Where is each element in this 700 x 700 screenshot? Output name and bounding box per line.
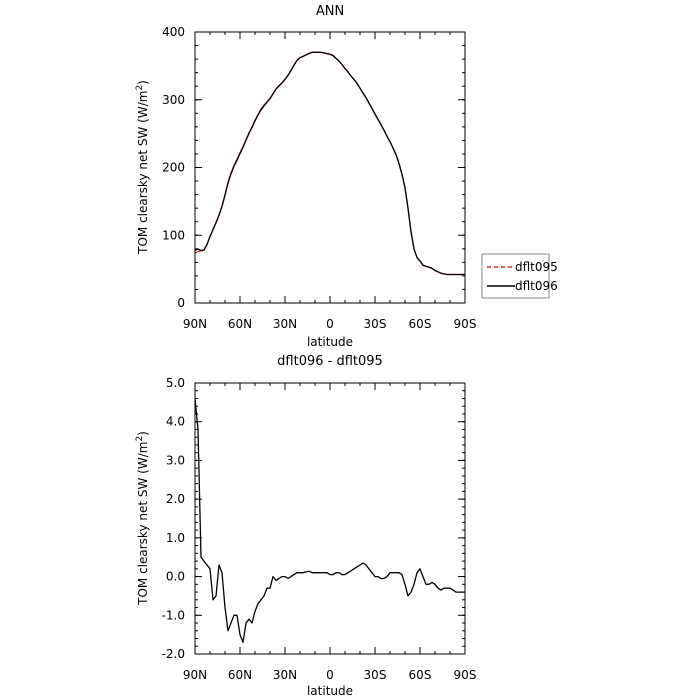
bottom-chart-series-line-series-0	[194, 398, 465, 644]
bottom-chart-axes: 90N 60N 30N 0 30S 60S 90S -2.0 -1.0 0.0 1.0 2.0 3.0 4…	[162, 376, 477, 682]
top-chart-x-tick-label: 0	[326, 317, 334, 331]
bottom-chart-y-tick-label: 2.0	[166, 492, 185, 506]
bottom-chart-title: dflt096 - dflt095	[277, 354, 383, 369]
top-chart-x-tick-label: 60N	[228, 317, 252, 331]
top-chart: ANN TOM clearsky net SW (W/m2) latitude …	[135, 4, 476, 349]
top-chart-series	[194, 51, 465, 276]
top-chart-y-tick-label: 400	[162, 25, 185, 39]
top-chart-y-axis-label: TOM clearsky net SW (W/m2)	[135, 80, 150, 255]
bottom-chart-x-tick-label: 60S	[409, 668, 432, 682]
top-chart-y-tick-label: 300	[162, 93, 185, 107]
top-chart-y-tick-label: 0	[177, 296, 185, 310]
bottom-chart-y-axis-label-sup: 2	[135, 436, 145, 442]
bottom-chart-y-tick-label: 3.0	[166, 453, 185, 467]
bottom-chart-y-tick-label: 0.0	[166, 570, 185, 584]
legend-box	[481, 253, 550, 299]
bottom-chart: dflt096 - dflt095 TOM clearsky net SW (W…	[135, 354, 476, 698]
legend-label-dflt095: dflt095	[515, 260, 558, 274]
top-chart-y-axis-label-main: TOM clearsky net SW (W/m	[136, 91, 150, 255]
bottom-chart-y-axis-label-main: TOM clearsky net SW (W/m	[136, 442, 150, 606]
top-chart-x-tick-label: 60S	[409, 317, 432, 331]
top-chart-x-axis-label: latitude	[307, 335, 353, 349]
bottom-chart-y-tick-label: 4.0	[166, 415, 185, 429]
top-chart-y-tick-label: 100	[162, 228, 185, 242]
top-chart-y-tick-label: 200	[162, 161, 185, 175]
top-chart-y-axis-label-end: )	[136, 80, 150, 85]
top-chart-x-tick-label: 90S	[454, 317, 477, 331]
legend-label-dflt096: dflt096	[515, 279, 558, 293]
top-chart-x-tick-label: 30N	[273, 317, 297, 331]
bottom-chart-x-tick-label: 0	[326, 668, 334, 682]
legend: dflt095 dflt096	[481, 253, 558, 299]
top-chart-y-axis-label-sup: 2	[135, 85, 145, 91]
top-chart-title: ANN	[316, 4, 344, 19]
bottom-chart-y-axis-label: TOM clearsky net SW (W/m2)	[135, 431, 150, 606]
top-chart-axes: 90N 60N 30N 0 30S 60S 90S 0 100 200 300 400	[162, 25, 476, 331]
bottom-chart-y-tick-label: -1.0	[162, 608, 185, 622]
bottom-chart-x-tick-label: 90N	[183, 668, 207, 682]
top-chart-x-tick-label: 90N	[183, 317, 207, 331]
bottom-chart-x-axis-label: latitude	[307, 684, 353, 698]
bottom-chart-y-tick-label: 1.0	[166, 531, 185, 545]
bottom-chart-y-axis-label-end: )	[136, 431, 150, 436]
bottom-chart-y-tick-label: -2.0	[162, 647, 185, 661]
bottom-chart-x-tick-label: 30N	[273, 668, 297, 682]
bottom-chart-y-tick-label: 5.0	[166, 376, 185, 390]
top-chart-series-line-dflt096	[194, 51, 465, 276]
bottom-chart-x-tick-label: 30S	[364, 668, 387, 682]
top-chart-x-tick-label: 30S	[364, 317, 387, 331]
bottom-chart-x-tick-label: 60N	[228, 668, 252, 682]
bottom-chart-plot-frame	[194, 382, 466, 655]
bottom-chart-series	[194, 398, 465, 644]
bottom-chart-x-tick-label: 90S	[454, 668, 477, 682]
top-chart-plot-frame	[194, 31, 466, 304]
